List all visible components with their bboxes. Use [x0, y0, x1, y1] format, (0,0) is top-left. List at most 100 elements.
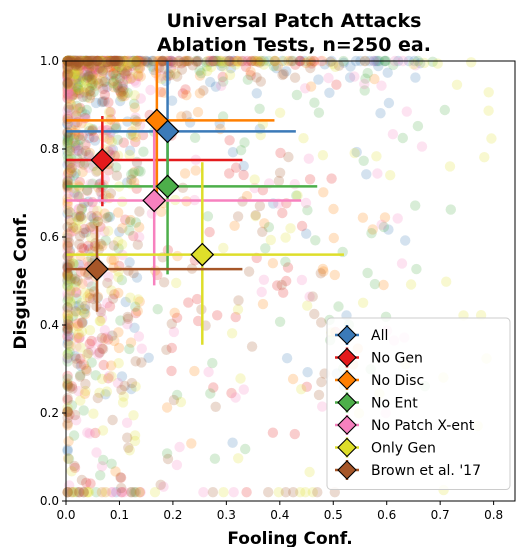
scatter-point [302, 205, 313, 216]
scatter-point [62, 373, 73, 385]
scatter-point [217, 111, 229, 122]
scatter-point [65, 146, 76, 157]
y-tick-label: 0.0 [40, 494, 59, 508]
scatter-point [123, 59, 134, 70]
scatter-point [72, 59, 83, 70]
scatter-point [69, 136, 80, 147]
scatter-point [130, 356, 141, 367]
scatter-point [71, 487, 82, 498]
scatter-point [357, 212, 369, 223]
scatter-point [66, 381, 78, 392]
scatter-point [250, 209, 261, 221]
scatter-point [235, 145, 247, 156]
scatter-point [62, 59, 73, 71]
scatter-point [87, 63, 98, 74]
scatter-point [119, 87, 130, 98]
scatter-point [94, 387, 105, 398]
scatter-point [319, 59, 330, 70]
scatter-point [113, 57, 124, 68]
scatter-point [94, 62, 106, 74]
scatter-point [112, 134, 123, 145]
x-tick-label: 0.4 [270, 508, 289, 522]
scatter-point [74, 60, 86, 71]
scatter-point [273, 487, 284, 498]
scatter-point [114, 61, 126, 72]
scatter-point [90, 57, 101, 68]
scatter-point [296, 220, 308, 232]
scatter-point [79, 223, 90, 235]
scatter-point [62, 406, 73, 418]
scatter-point [74, 176, 86, 188]
scatter-point [108, 78, 119, 89]
scatter-point [85, 222, 96, 233]
scatter-point [90, 427, 101, 439]
scatter-point [357, 297, 369, 308]
scatter-point [302, 367, 313, 378]
scatter-point [129, 435, 141, 447]
scatter-point [86, 344, 97, 356]
scatter-point [64, 62, 75, 73]
scatter-point [117, 78, 128, 89]
scatter-point [89, 57, 100, 69]
scatter-point [62, 199, 73, 210]
scatter-point [113, 236, 124, 247]
scatter-point [113, 327, 124, 338]
scatter-point [210, 401, 221, 412]
scatter-point [133, 70, 144, 82]
scatter-point [115, 472, 126, 483]
scatter-point [267, 427, 279, 438]
scatter-point [94, 63, 105, 75]
scatter-point [267, 258, 279, 269]
scatter-point [85, 478, 96, 489]
scatter-point [92, 63, 104, 75]
scatter-point [305, 81, 317, 92]
scatter-point [134, 487, 145, 498]
scatter-point [62, 325, 73, 336]
scatter-point [75, 65, 86, 77]
scatter-point [101, 190, 112, 201]
scatter-point [73, 259, 85, 270]
scatter-point [103, 211, 114, 222]
scatter-point [62, 137, 73, 148]
scatter-point [62, 119, 73, 130]
scatter-point [68, 65, 79, 76]
scatter-point [136, 357, 147, 368]
scatter-point [104, 301, 116, 312]
scatter-point [100, 332, 112, 343]
scatter-point [85, 178, 96, 190]
scatter-point [161, 344, 172, 355]
scatter-point [73, 215, 84, 226]
scatter-point [116, 384, 127, 395]
scatter-point [86, 60, 97, 72]
scatter-point [62, 406, 73, 417]
scatter-point [62, 269, 73, 280]
scatter-point [466, 57, 477, 68]
scatter-point [62, 113, 73, 125]
scatter-point [251, 88, 262, 99]
scatter-point [224, 168, 235, 179]
scatter-point [133, 63, 144, 74]
x-tick-label: 0.5 [324, 508, 343, 522]
scatter-point [180, 84, 191, 95]
scatter-point [82, 487, 93, 498]
scatter-point [166, 318, 177, 329]
scatter-point [77, 317, 88, 329]
scatter-point [83, 57, 95, 68]
scatter-point [149, 487, 161, 498]
scatter-point [92, 216, 104, 227]
scatter-point [258, 274, 270, 285]
scatter-point [349, 147, 360, 159]
scatter-point [369, 278, 381, 290]
scatter-point [73, 103, 84, 114]
scatter-point [128, 230, 139, 242]
scatter-point [66, 82, 77, 94]
scatter-point [84, 428, 95, 439]
scatter-point [328, 232, 339, 244]
scatter-point [131, 56, 142, 68]
scatter-point [318, 266, 329, 277]
scatter-point [122, 313, 134, 324]
scatter-point [62, 295, 73, 306]
scatter-point [62, 380, 73, 392]
scatter-point [74, 332, 86, 343]
scatter-point [76, 317, 87, 328]
